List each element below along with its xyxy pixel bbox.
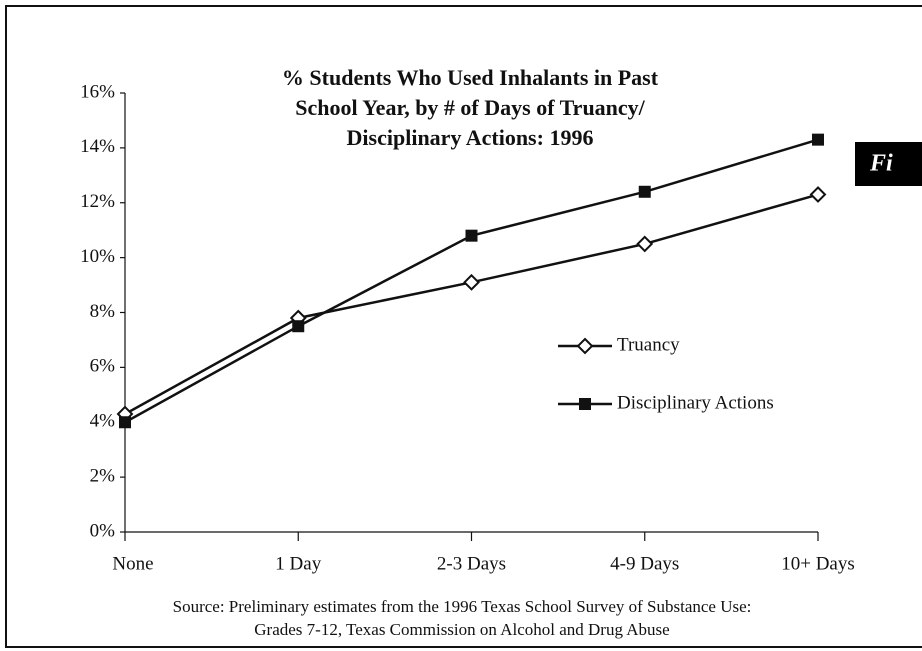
y-tick-label: 2% (90, 465, 116, 486)
y-tick-label: 6% (90, 356, 116, 377)
point (812, 133, 824, 146)
chart-title: School Year, by # of Days of Truancy/ (295, 95, 645, 120)
point (465, 229, 478, 242)
point (576, 337, 594, 355)
x-tick-label: 10+ Days (781, 553, 855, 574)
y-tick-label: 10% (80, 246, 115, 267)
chart-title: Disciplinary Actions: 1996 (347, 125, 594, 150)
source-note: Source: Preliminary estimates from the 1… (173, 597, 752, 616)
legend-label: Truancy (617, 334, 680, 355)
point (809, 186, 827, 203)
frame (5, 5, 922, 648)
y-tick-label: 8% (90, 301, 116, 322)
y-tick-label: 16% (80, 81, 115, 102)
legend-label: Disciplinary Actions (617, 392, 774, 413)
x-tick-label: 4-9 Days (610, 553, 679, 574)
series-line (124, 193, 819, 416)
point (636, 235, 654, 253)
point (463, 273, 480, 291)
x-tick-label: 1 Day (275, 553, 321, 574)
x-tick-label: 2-3 Days (437, 553, 506, 574)
point (292, 320, 305, 333)
figure-tab-label: Fi (869, 151, 893, 177)
x-tick-label: None (112, 553, 153, 574)
point (579, 398, 591, 410)
chart-title: % Students Who Used Inhalants in Past (282, 65, 659, 90)
figure-tab (855, 142, 922, 186)
y-tick-label: 14% (80, 136, 115, 157)
point (119, 416, 131, 429)
y-tick-label: 0% (90, 520, 116, 541)
point (638, 185, 651, 198)
source-note: Grades 7-12, Texas Commission on Alcohol… (254, 620, 669, 639)
y-tick-label: 4% (90, 411, 116, 432)
y-tick-label: 12% (80, 191, 115, 212)
